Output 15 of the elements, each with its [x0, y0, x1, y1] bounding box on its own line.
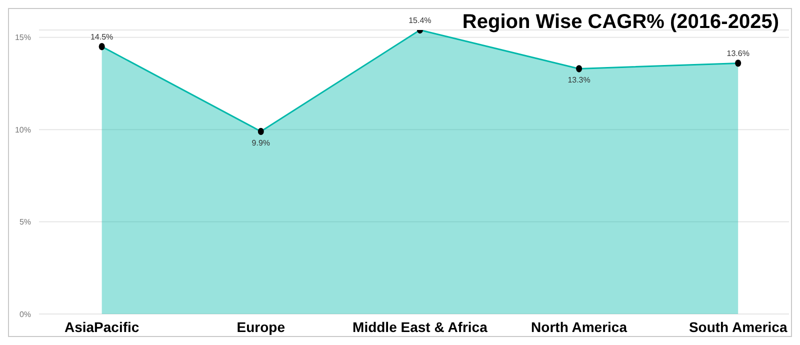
- y-tick-label: 10%: [14, 125, 31, 134]
- y-tick-label: 0%: [19, 310, 31, 319]
- y-tick-label: 5%: [19, 218, 31, 227]
- x-tick-label: Middle East & Africa: [352, 318, 488, 335]
- x-tick-label: Europe: [236, 318, 286, 335]
- data-label: 15.4%: [408, 16, 432, 25]
- data-label: 9.9%: [252, 138, 270, 148]
- chart-title: Region Wise CAGR% (2016-2025): [462, 11, 779, 34]
- x-tick-label: North America: [531, 318, 628, 335]
- data-label: 14.5%: [90, 32, 114, 42]
- data-label: 13.3%: [568, 76, 590, 85]
- x-tick-label: South America: [688, 318, 788, 335]
- x-tick-label: AsiaPacific: [64, 318, 140, 335]
- data-label: 13.6%: [726, 49, 750, 58]
- y-tick-label: 15%: [14, 33, 31, 42]
